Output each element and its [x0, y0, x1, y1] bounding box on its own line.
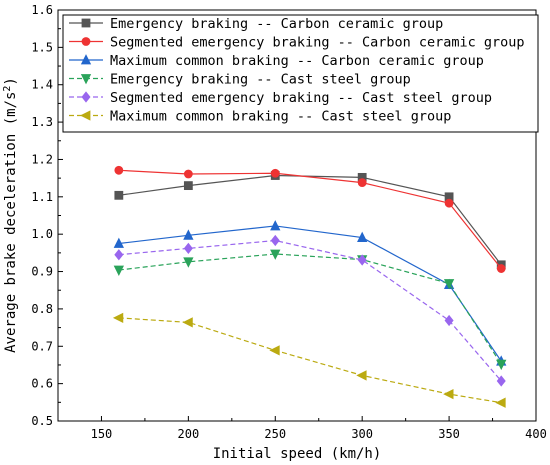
series-line	[118, 239, 502, 382]
legend-label: Maximum common braking -- Carbon ceramic…	[110, 53, 484, 69]
legend-marker	[81, 91, 91, 103]
y-tick-label: 0.9	[31, 265, 53, 279]
legend-entry: Emergency braking -- Cast steel group	[69, 72, 411, 88]
series-line	[118, 174, 502, 266]
data-point	[496, 359, 507, 371]
x-tick-label: 400	[525, 427, 547, 441]
x-axis: 150 200 250 300 350 400	[57, 416, 547, 441]
legend-marker	[80, 74, 92, 85]
y-tick-label: 1.2	[31, 152, 53, 166]
y-tick-label: 1.5	[31, 40, 53, 54]
legend: Emergency braking -- Carbon ceramic grou…	[62, 14, 539, 133]
y-tick-label: 1.1	[31, 190, 53, 204]
y-tick-label: 1.4	[31, 78, 53, 92]
legend-marker	[80, 110, 91, 121]
data-point	[114, 165, 124, 175]
legend-entry: Emergency braking -- Carbon ceramic grou…	[69, 16, 443, 32]
data-point	[270, 234, 280, 247]
y-tick-label: 0.6	[31, 377, 53, 391]
data-point	[112, 312, 124, 324]
y-tick-label: 0.8	[31, 302, 53, 316]
x-tick-label: 150	[91, 427, 113, 441]
legend-entry: Maximum common braking -- Cast steel gro…	[69, 109, 451, 125]
series-line	[118, 225, 502, 362]
legend-entry: Segmented emergency braking -- Carbon ce…	[69, 35, 525, 51]
data-point	[443, 279, 455, 290]
x-tick-label: 350	[438, 427, 460, 441]
y-axis-title-tail: )	[3, 77, 19, 85]
legend-entry: Maximum common braking -- Carbon ceramic…	[69, 53, 484, 69]
data-point	[113, 265, 124, 276]
y-axis: 0.5 0.6 0.7 0.8 0.9 1.0 1.1 1.2 1.3 1.4 1.5 1.6	[31, 3, 63, 428]
data-point	[183, 242, 193, 255]
data-point	[114, 249, 124, 261]
legend-label: Maximum common braking -- Cast steel gro…	[110, 109, 451, 125]
data-point	[357, 254, 367, 266]
series-line	[118, 253, 502, 365]
data-point	[357, 178, 367, 188]
y-axis-title-superscript: 2	[2, 86, 13, 92]
series-line	[118, 317, 502, 404]
legend-label: Emergency braking -- Cast steel group	[110, 72, 411, 88]
legend-label: Segmented emergency braking -- Cast stee…	[110, 90, 492, 106]
data-point	[269, 345, 280, 356]
series-2	[114, 165, 506, 273]
legend-marker	[80, 54, 92, 65]
y-tick-label: 1.6	[31, 3, 53, 17]
data-point	[182, 317, 193, 328]
data-point	[496, 264, 506, 273]
y-axis-title: Average brake deceleration (m/s2)	[2, 77, 19, 353]
data-point	[495, 397, 506, 408]
data-point	[183, 181, 193, 191]
legend-label: Segmented emergency braking -- Carbon ce…	[110, 35, 525, 51]
legend-entry: Segmented emergency braking -- Cast stee…	[69, 90, 492, 106]
data-point	[496, 375, 506, 387]
data-point	[270, 220, 281, 231]
y-tick-label: 0.7	[31, 339, 53, 353]
data-point	[183, 257, 194, 268]
series-layer	[112, 165, 507, 408]
y-axis-title-main: Average brake deceleration (m/s	[3, 92, 19, 353]
data-point	[270, 249, 281, 260]
x-tick-label: 200	[178, 427, 200, 441]
legend-marker	[81, 18, 91, 28]
x-tick-label: 300	[351, 427, 373, 441]
data-point	[270, 168, 280, 178]
legend-box	[62, 14, 539, 133]
data-point	[356, 370, 367, 381]
x-tick-label: 250	[264, 427, 286, 441]
series-6	[112, 312, 506, 408]
y-tick-label: 1.0	[31, 227, 53, 241]
y-tick-label: 1.3	[31, 115, 53, 129]
data-point	[114, 190, 124, 200]
data-point	[443, 388, 454, 400]
data-point	[183, 229, 194, 240]
legend-label: Emergency braking -- Carbon ceramic grou…	[110, 16, 443, 32]
series-5	[114, 234, 506, 387]
legend-marker	[81, 37, 91, 46]
data-point	[444, 198, 454, 208]
x-axis-title: Initial speed (km/h)	[213, 446, 382, 462]
data-point	[357, 231, 368, 242]
data-point	[183, 169, 193, 179]
data-point	[113, 237, 124, 248]
y-tick-label: 0.5	[31, 414, 53, 428]
data-point	[444, 314, 454, 327]
series-line	[118, 169, 502, 269]
